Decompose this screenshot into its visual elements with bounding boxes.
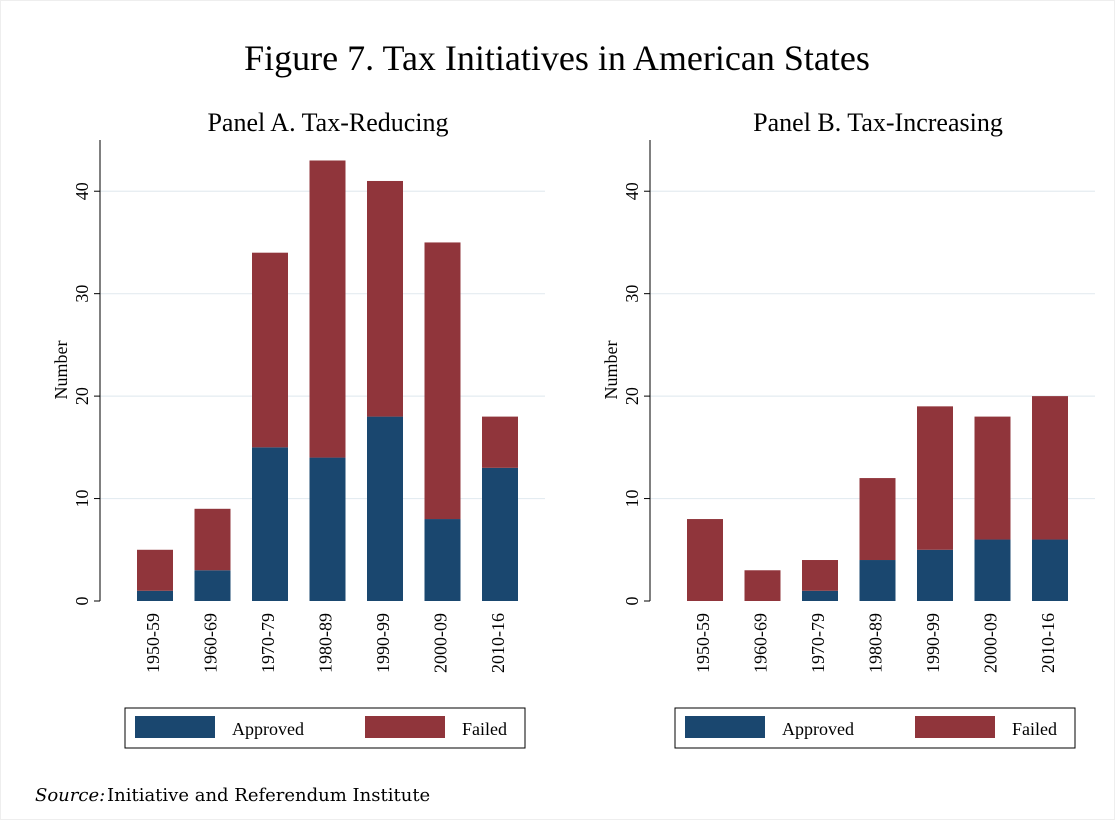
- x-tick-label: 1990-99: [373, 613, 393, 673]
- bar-segment: [137, 590, 173, 601]
- bar-segment: [367, 180, 403, 417]
- x-tick-label: 2010-16: [488, 613, 508, 673]
- x-tick-label: 1950-59: [693, 613, 713, 673]
- legend-label: Failed: [462, 719, 507, 739]
- bar-segment: [424, 242, 461, 520]
- bar-segment: [1032, 396, 1068, 540]
- legend-swatch: [915, 716, 995, 738]
- figure-title: Figure 7. Tax Initiatives in American St…: [244, 38, 870, 78]
- bar-segment: [252, 447, 288, 601]
- x-tick-label: 1990-99: [923, 613, 943, 673]
- bar-segment: [859, 560, 896, 601]
- y-tick-label: 0: [72, 597, 92, 606]
- legend-label: Failed: [1012, 719, 1057, 739]
- y-tick-label: 10: [622, 490, 642, 508]
- bar-segment: [802, 560, 838, 591]
- bar-segment: [137, 549, 173, 591]
- y-tick-label: 20: [72, 387, 92, 405]
- bar-segment: [859, 478, 896, 561]
- source: Initiative and Referendum Institute: [107, 785, 430, 806]
- bar-segment: [252, 252, 288, 448]
- panel-title: Panel A. Tax-Reducing: [207, 108, 448, 137]
- bar-segment: [194, 570, 231, 601]
- bar-segment: [974, 416, 1011, 540]
- x-tick-label: 1950-59: [143, 613, 163, 673]
- bar-segment: [194, 508, 231, 571]
- bar-segment: [309, 457, 346, 601]
- x-tick-label: 2000-09: [981, 613, 1001, 673]
- bar-segment: [482, 467, 518, 601]
- legend-label: Approved: [232, 719, 304, 739]
- bar-segment: [744, 570, 781, 601]
- bar-segment: [802, 590, 838, 601]
- y-axis-label: Number: [51, 341, 71, 400]
- x-tick-label: 2000-09: [431, 613, 451, 673]
- y-tick-label: 40: [72, 182, 92, 200]
- legend-label: Approved: [782, 719, 854, 739]
- x-tick-label: 2010-16: [1038, 613, 1058, 673]
- bar-segment: [482, 416, 518, 468]
- source-label: Source:: [35, 785, 105, 806]
- bar-segment: [917, 406, 953, 550]
- bar-segment: [1032, 539, 1068, 601]
- legend-swatch: [685, 716, 765, 738]
- bar-segment: [974, 539, 1011, 601]
- bar-segment: [687, 519, 723, 601]
- y-tick-label: 30: [72, 285, 92, 303]
- y-tick-label: 0: [622, 597, 642, 606]
- y-tick-label: 30: [622, 285, 642, 303]
- x-tick-label: 1970-79: [258, 613, 278, 673]
- x-tick-label: 1980-89: [316, 613, 336, 673]
- bar-segment: [424, 519, 461, 601]
- y-tick-label: 40: [622, 182, 642, 200]
- legend-swatch: [365, 716, 445, 738]
- x-tick-label: 1980-89: [866, 613, 886, 673]
- panel-title: Panel B. Tax-Increasing: [753, 108, 1003, 137]
- bar-segment: [917, 549, 953, 601]
- y-tick-label: 20: [622, 387, 642, 405]
- y-tick-label: 10: [72, 490, 92, 508]
- bar-segment: [309, 160, 346, 458]
- x-tick-label: 1960-69: [201, 613, 221, 673]
- y-axis-label: Number: [601, 341, 621, 400]
- x-tick-label: 1960-69: [751, 613, 771, 673]
- x-tick-label: 1970-79: [808, 613, 828, 673]
- legend-swatch: [135, 716, 215, 738]
- bar-segment: [367, 416, 403, 601]
